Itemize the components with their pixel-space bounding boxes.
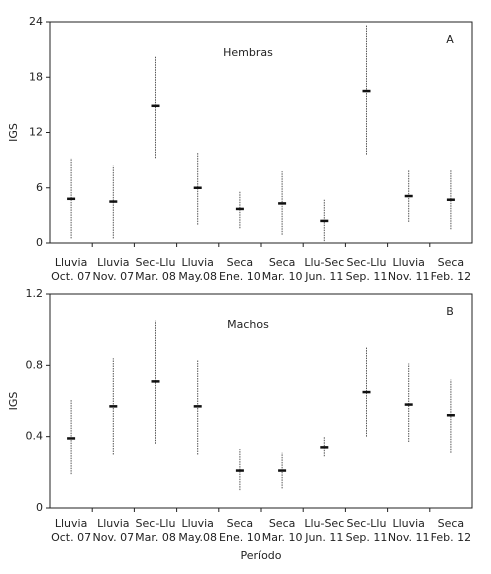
x-tick-label: Lluvia <box>97 517 129 530</box>
x-tick-label: Llu-Sec <box>304 256 344 269</box>
x-tick-label: Nov. 11 <box>388 531 430 544</box>
y-tick-label: 1.2 <box>26 287 44 300</box>
x-tick-label: Lluvia <box>392 256 424 269</box>
x-tick-label: Lluvia <box>181 517 213 530</box>
annotation: Machos <box>227 318 269 331</box>
y-tick-label: 0.4 <box>26 430 44 443</box>
x-tick-label: Ene. 10 <box>219 270 261 283</box>
x-tick-label: Seca <box>269 256 296 269</box>
x-tick-label: Seca <box>438 517 465 530</box>
x-tick-label: Sec-Llu <box>347 256 387 269</box>
y-tick-label: 0 <box>36 236 43 249</box>
x-tick-label: Jun. 11 <box>304 531 343 544</box>
x-tick-label: Mar. 10 <box>262 270 303 283</box>
x-tick-label: Feb. 12 <box>431 270 471 283</box>
x-tick-label: Lluvia <box>55 517 87 530</box>
x-tick-label: Oct. 07 <box>51 531 91 544</box>
x-tick-label: Seca <box>269 517 296 530</box>
x-tick-label: Lluvia <box>97 256 129 269</box>
panel-label: B <box>446 305 454 318</box>
y-tick-label: 18 <box>29 70 43 83</box>
x-tick-label: Oct. 07 <box>51 270 91 283</box>
x-tick-label: Nov. 11 <box>388 270 430 283</box>
x-tick-label: Ene. 10 <box>219 531 261 544</box>
x-tick-label: Nov. 07 <box>92 531 134 544</box>
y-tick-label: 24 <box>29 15 43 28</box>
x-tick-label: Llu-Sec <box>304 517 344 530</box>
x-tick-label: Nov. 07 <box>92 270 134 283</box>
x-tick-label: Seca <box>227 517 254 530</box>
x-tick-label: Lluvia <box>55 256 87 269</box>
x-tick-label: May.08 <box>178 270 217 283</box>
x-tick-label: Feb. 12 <box>431 531 471 544</box>
x-tick-label: Seca <box>438 256 465 269</box>
x-tick-label: Sep. 11 <box>346 531 388 544</box>
x-tick-label: Sec-Llu <box>136 517 176 530</box>
x-tick-label: May.08 <box>178 531 217 544</box>
x-axis-label: Período <box>240 549 281 562</box>
y-tick-label: 0 <box>36 501 43 514</box>
x-tick-label: Mar. 08 <box>135 270 176 283</box>
y-tick-label: 6 <box>36 181 43 194</box>
x-tick-label: Mar. 08 <box>135 531 176 544</box>
x-tick-label: Jun. 11 <box>304 270 343 283</box>
y-axis-label: IGS <box>7 123 20 142</box>
x-tick-label: Sep. 11 <box>346 270 388 283</box>
x-tick-label: Sec-Llu <box>136 256 176 269</box>
y-axis-label: IGS <box>7 392 20 411</box>
x-tick-label: Sec-Llu <box>347 517 387 530</box>
x-tick-label: Mar. 10 <box>262 531 303 544</box>
x-tick-label: Seca <box>227 256 254 269</box>
x-tick-label: Lluvia <box>392 517 424 530</box>
annotation: Hembras <box>223 46 273 59</box>
x-tick-label: Lluvia <box>181 256 213 269</box>
panel-label: A <box>446 33 454 46</box>
y-tick-label: 12 <box>29 126 43 139</box>
y-tick-label: 0.8 <box>26 358 44 371</box>
